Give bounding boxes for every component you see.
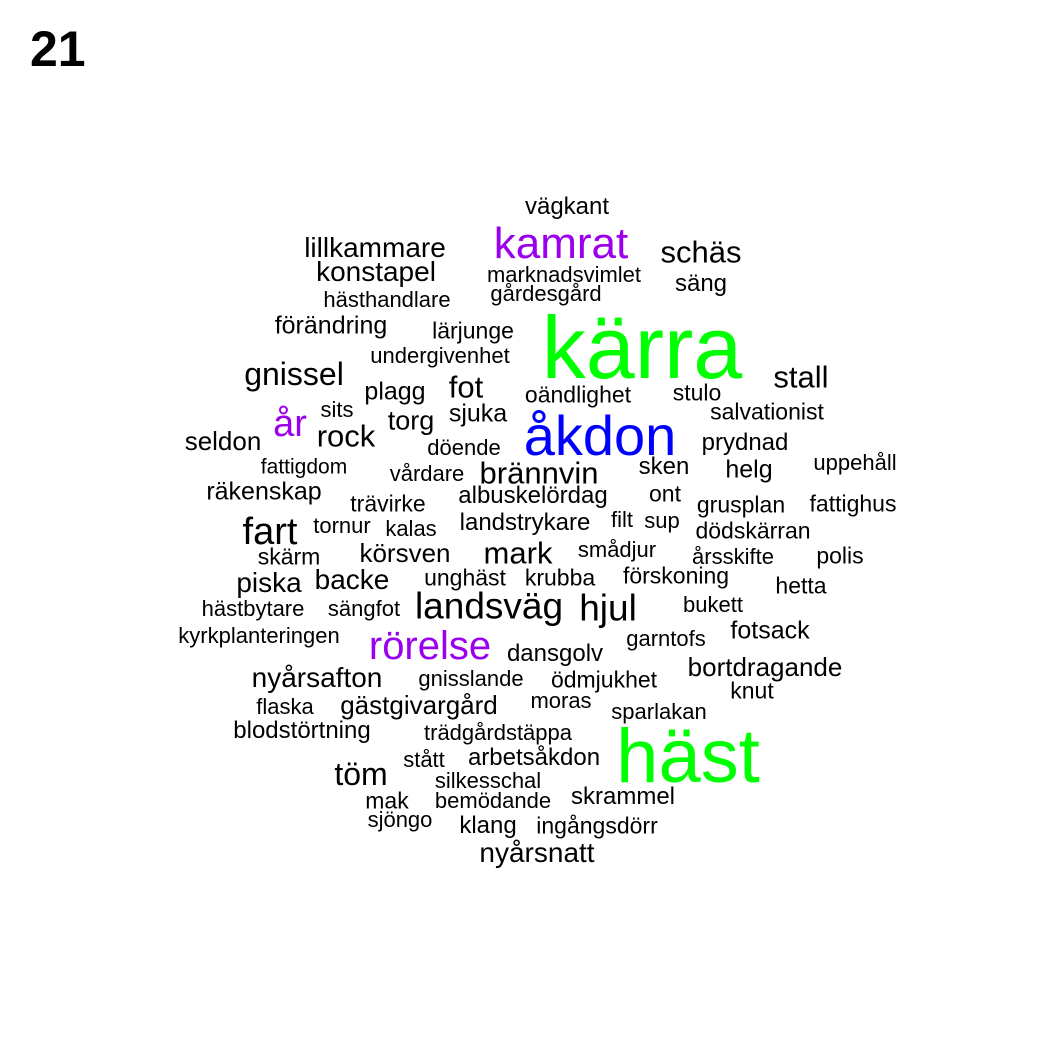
word-sup: sup: [644, 508, 680, 533]
word-sangfot: sängfot: [327, 596, 401, 621]
word-fattighus: fattighus: [809, 490, 897, 517]
word-dodskarran: dödskärran: [695, 517, 811, 544]
word-bortdragande: bortdragande: [687, 652, 843, 682]
word-skrammel: skrammel: [570, 783, 676, 810]
word-nyarsafton: nyårsafton: [251, 662, 383, 693]
word-sjongo: sjöngo: [367, 807, 433, 832]
word-skarm: skärm: [257, 543, 321, 570]
word-plagg: plagg: [364, 377, 426, 406]
word-hast: häst: [616, 714, 760, 799]
word-vardare: vårdare: [389, 461, 465, 486]
word-bukett: bukett: [683, 592, 743, 617]
word-tom: töm: [334, 756, 388, 792]
word-ingangsdorr: ingångsdörr: [536, 812, 658, 839]
word-doende: döende: [427, 435, 501, 460]
word-statt: stått: [403, 747, 445, 772]
word-gastgivargard: gästgivargård: [340, 690, 498, 720]
word-seldon: seldon: [184, 426, 262, 456]
word-odmjukhet: ödmjukhet: [550, 666, 658, 693]
word-klang: klang: [459, 812, 517, 839]
word-garntofs: garntofs: [626, 626, 706, 651]
word-fot: fot: [448, 369, 484, 405]
word-undergivenhet: undergivenhet: [370, 343, 510, 368]
word-piska: piska: [236, 567, 302, 598]
word-helg: helg: [725, 455, 773, 484]
word-moras: moras: [530, 688, 592, 713]
word-tradgardstappa: trädgårdstäppa: [424, 720, 572, 745]
word-fattigdom: fattigdom: [260, 455, 348, 479]
word-marknadsvimlet: marknadsvimlet: [486, 262, 642, 287]
word-smadjur: smådjur: [577, 537, 657, 562]
word-kamrat: kamrat: [493, 219, 629, 268]
word-rakenskap: räkenskap: [206, 477, 322, 506]
word-travirke: trävirke: [350, 490, 426, 517]
word-filt: filt: [611, 507, 633, 532]
word-albuskelordag: albuskelördag: [458, 482, 608, 509]
word-oandlighet: oändlighet: [524, 381, 632, 408]
word-hetta: hetta: [775, 572, 827, 599]
word-grusplan: grusplan: [696, 491, 786, 518]
word-torg: torg: [387, 405, 435, 436]
word-arbetsakdon: arbetsåkdon: [467, 744, 601, 771]
word-dansgolv: dansgolv: [506, 640, 604, 667]
word-lillkammare: lillkammare: [304, 232, 446, 263]
word-karra: kärra: [541, 298, 743, 397]
word-ont: ont: [649, 480, 681, 507]
word-sken: sken: [638, 453, 690, 480]
word-konstapel: konstapel: [316, 256, 436, 287]
word-fotsack: fotsack: [730, 616, 810, 645]
word-brannvin: brännvin: [479, 455, 599, 491]
word-tornur: tornur: [313, 513, 371, 538]
word-gardesgard: gårdesgård: [490, 281, 602, 306]
word-polis: polis: [816, 542, 864, 569]
word-stall: stall: [773, 359, 829, 395]
word-rorelse: rörelse: [368, 624, 492, 668]
word-unghast: unghäst: [424, 564, 506, 591]
word-kyrkplanteringen: kyrkplanteringen: [178, 623, 340, 648]
word-ar: år: [273, 403, 307, 445]
word-salvationist: salvationist: [710, 398, 824, 425]
word-arsskifte: årsskifte: [692, 544, 774, 569]
word-gnissel: gnissel: [244, 356, 344, 392]
word-sang: säng: [674, 270, 728, 297]
word-stulo: stulo: [672, 379, 722, 406]
word-korsven: körsven: [359, 538, 451, 568]
word-hastbytare: hästbytare: [201, 596, 305, 621]
word-landsvag: landsväg: [414, 585, 564, 627]
word-sjuka: sjuka: [448, 399, 508, 428]
word-rock: rock: [316, 418, 376, 454]
word-schas: schäs: [660, 234, 742, 270]
word-fart: fart: [242, 511, 298, 553]
word-hasthandlare: hästhandlare: [323, 287, 451, 312]
page-number: 21: [30, 21, 86, 77]
word-bemodande: bemödande: [434, 788, 552, 813]
word-akdon: åkdon: [523, 404, 677, 467]
word-forandring: förändring: [274, 311, 388, 340]
word-knut: knut: [730, 677, 774, 704]
word-mark: mark: [483, 535, 553, 571]
word-gnisslande: gnisslande: [418, 666, 524, 691]
word-larjunge: lärjunge: [432, 317, 514, 344]
word-krubba: krubba: [524, 564, 596, 591]
word-flaska: flaska: [256, 694, 314, 719]
word-mak: mak: [365, 787, 409, 814]
word-silkesschal: silkesschal: [434, 768, 542, 793]
word-backe: backe: [314, 564, 390, 595]
word-kalas: kalas: [385, 516, 437, 541]
word-forskoning: förskoning: [622, 562, 730, 589]
word-sits: sits: [320, 397, 354, 422]
word-sparlakan: sparlakan: [611, 699, 707, 724]
word-hjul: hjul: [579, 587, 637, 629]
word-blodstortning: blodstörtning: [233, 717, 371, 744]
word-landstrykare: landstrykare: [459, 509, 591, 536]
word-nyarsnatt: nyårsnatt: [479, 837, 595, 868]
word-uppehall: uppehåll: [813, 450, 897, 475]
word-vagkant: vägkant: [524, 193, 610, 220]
word-prydnad: prydnad: [701, 429, 789, 456]
